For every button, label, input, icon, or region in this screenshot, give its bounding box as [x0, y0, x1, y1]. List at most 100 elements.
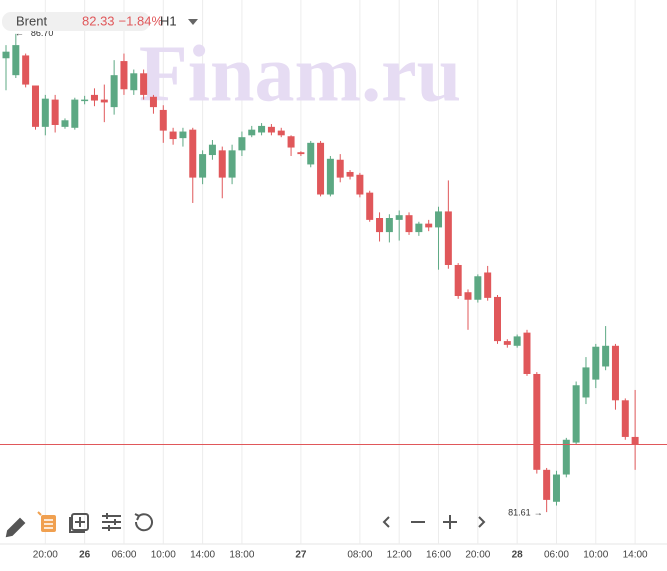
- candle-body: [621, 400, 629, 437]
- x-tick-label: 28: [512, 550, 524, 561]
- candle-body: [307, 142, 315, 165]
- candle-body: [71, 99, 79, 128]
- candle-body: [356, 174, 364, 195]
- candle-body: [120, 61, 128, 90]
- zoom-in[interactable]: [443, 515, 457, 529]
- candle-body: [405, 215, 413, 233]
- candle-body: [425, 223, 433, 228]
- candle-body: [169, 131, 177, 140]
- candle-body: [90, 94, 98, 101]
- x-tick-label: 12:00: [387, 550, 412, 561]
- pencil-tool[interactable]: [5, 517, 26, 538]
- symbol: Brent: [16, 13, 47, 28]
- candle-body: [572, 385, 580, 443]
- high-label: 86.70: [31, 28, 54, 38]
- candle-body: [513, 336, 521, 346]
- candle-body: [41, 98, 49, 127]
- candle-body: [61, 120, 69, 127]
- candle-body: [179, 131, 187, 139]
- x-tick-label: 16:00: [426, 550, 451, 561]
- high-arrow: ←: [15, 28, 24, 38]
- x-tick-label: 14:00: [190, 550, 215, 561]
- candle-body: [267, 126, 275, 133]
- scroll-right[interactable]: [478, 516, 486, 528]
- candle-body: [22, 55, 30, 85]
- candle-body: [189, 129, 197, 178]
- candle-body: [346, 171, 354, 177]
- add-indicator[interactable]: [71, 513, 89, 531]
- candle-body: [81, 99, 89, 102]
- candle-body: [533, 373, 541, 470]
- candle-body: [297, 152, 305, 155]
- x-tick-label: 10:00: [151, 550, 176, 561]
- candle-body: [140, 73, 148, 95]
- candle-body: [218, 150, 226, 178]
- candle-body: [110, 75, 118, 108]
- candle-body: [415, 223, 423, 233]
- candle-body: [444, 211, 452, 265]
- candle-body: [464, 292, 472, 300]
- x-tick-label: 18:00: [229, 550, 254, 561]
- x-tick-label: 06:00: [544, 550, 569, 561]
- candle-body: [258, 125, 266, 133]
- candle-body: [366, 192, 374, 220]
- candle-body: [552, 474, 560, 502]
- candle-body: [317, 142, 325, 195]
- candle-body: [474, 276, 482, 300]
- candle-body: [385, 218, 393, 233]
- candle-body: [484, 272, 492, 298]
- candle-body: [51, 99, 59, 125]
- change: −1.84%: [119, 13, 164, 28]
- candle-body: [228, 150, 236, 178]
- candle-body: [336, 159, 344, 178]
- candle-body: [238, 137, 246, 151]
- candle-body: [248, 129, 256, 136]
- candle-body: [494, 296, 501, 342]
- x-tick-label: 20:00: [33, 550, 58, 561]
- candle-body: [277, 130, 285, 136]
- watermark: Finam.ru: [139, 30, 461, 118]
- x-tick-label: 10:00: [583, 550, 608, 561]
- interval-dropdown[interactable]: [188, 19, 198, 25]
- candle-body: [326, 158, 334, 195]
- toolbar: [5, 511, 486, 538]
- candle-body: [395, 215, 403, 220]
- x-tick-label: 14:00: [623, 550, 648, 561]
- candle-body: [2, 51, 10, 59]
- candle-body: [435, 211, 443, 228]
- low-label: 81.61: [508, 507, 531, 517]
- candle-body: [543, 469, 551, 500]
- reset-tool[interactable]: [134, 513, 153, 532]
- candle-body: [100, 99, 108, 103]
- ticker-pill[interactable]: [2, 12, 150, 31]
- candle-body: [12, 45, 20, 76]
- x-tick-label: 20:00: [465, 550, 490, 561]
- candle-body: [631, 436, 639, 445]
- candle-body: [454, 264, 462, 296]
- candle-body: [592, 346, 600, 380]
- x-tick-label: 27: [295, 550, 307, 561]
- candle-body: [582, 367, 590, 398]
- low-arrow: →: [534, 507, 543, 517]
- candle-body: [611, 345, 619, 401]
- candle-body: [159, 109, 167, 131]
- candle-body: [130, 73, 138, 91]
- x-tick-label: 26: [79, 550, 91, 561]
- candle-body: [523, 332, 531, 374]
- price: 82.33: [82, 13, 115, 28]
- x-tick-label: 06:00: [111, 550, 136, 561]
- candle-body: [376, 218, 384, 233]
- candle-body: [503, 341, 511, 345]
- scroll-left[interactable]: [382, 516, 390, 528]
- candle-body: [562, 439, 570, 475]
- candle-body: [602, 345, 610, 367]
- candle-body: [199, 154, 207, 178]
- settings-tool[interactable]: [102, 515, 121, 529]
- interval[interactable]: H1: [160, 13, 177, 28]
- candle-body: [287, 136, 295, 148]
- x-tick-label: 08:00: [347, 550, 372, 561]
- candle-body: [31, 85, 39, 127]
- candle-body: [149, 96, 157, 108]
